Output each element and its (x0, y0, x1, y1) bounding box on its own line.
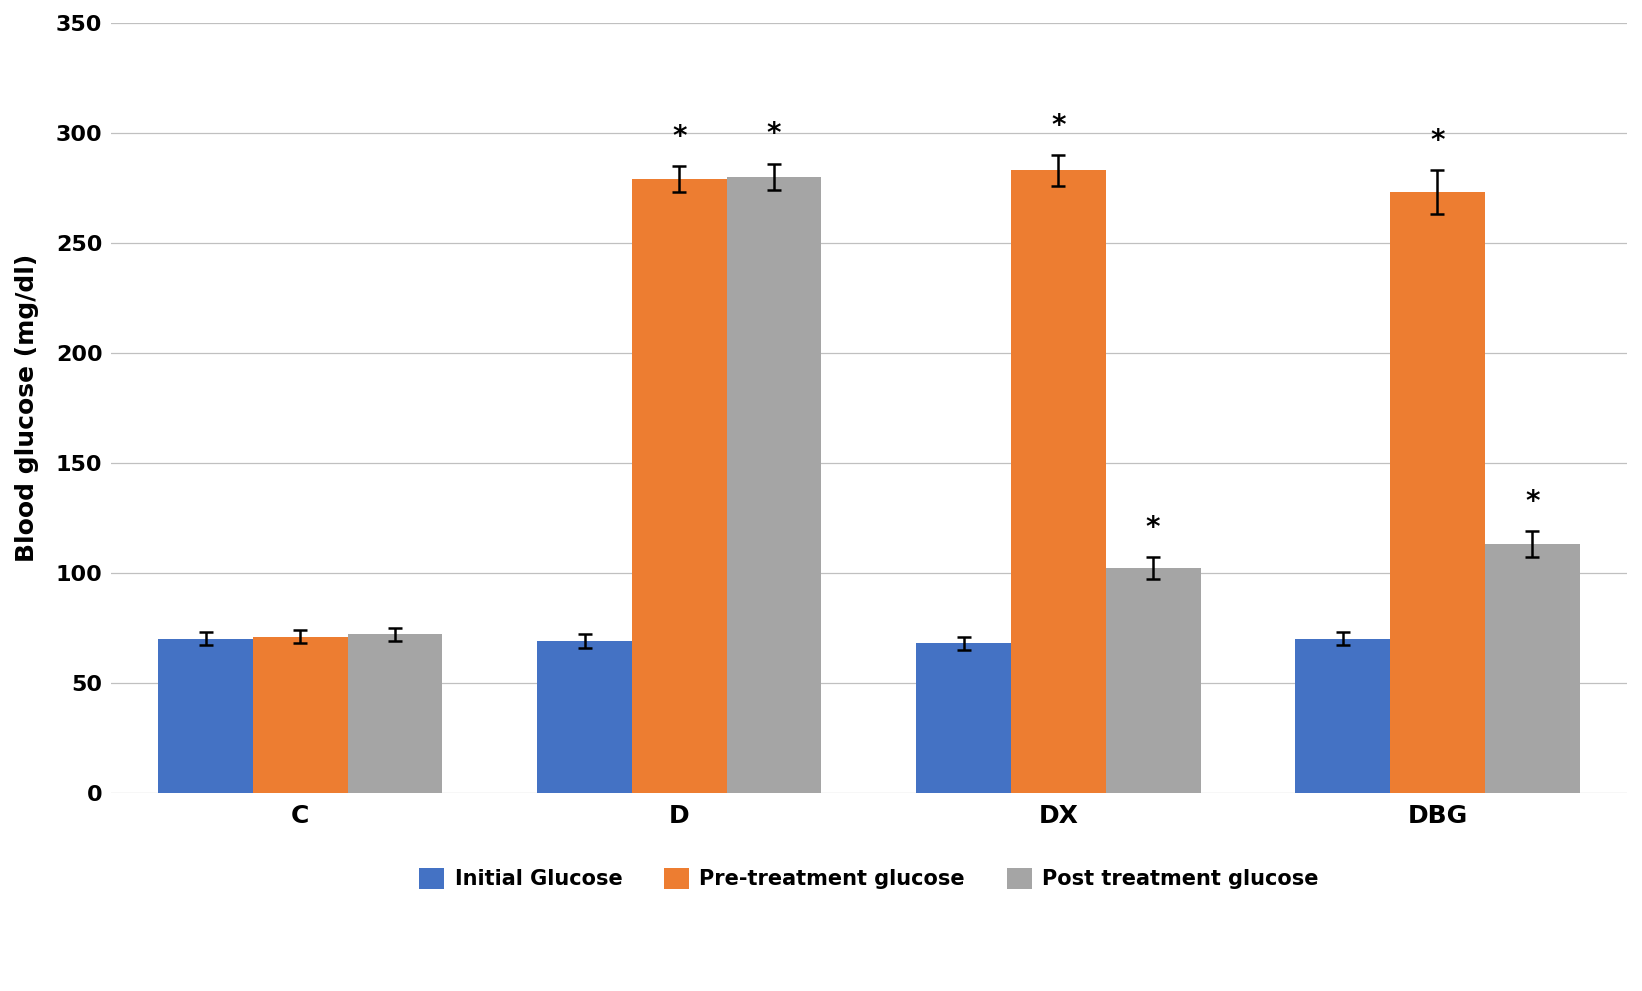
Bar (348, 634, 442, 793)
Bar (916, 643, 1011, 793)
Text: *: * (1525, 488, 1540, 515)
Bar (1105, 569, 1200, 793)
Bar (1484, 544, 1580, 793)
Bar (727, 177, 821, 793)
Bar (1296, 639, 1391, 793)
Text: *: * (1146, 514, 1161, 542)
Bar (632, 179, 727, 793)
Bar (1391, 192, 1484, 793)
Text: *: * (1051, 112, 1066, 140)
Bar (158, 639, 253, 793)
Bar (253, 636, 348, 793)
Bar (537, 641, 632, 793)
Text: *: * (672, 123, 686, 151)
Legend: Initial Glucose, Pre-treatment glucose, Post treatment glucose: Initial Glucose, Pre-treatment glucose, … (410, 859, 1327, 898)
Bar (1011, 170, 1105, 793)
Text: *: * (1430, 127, 1445, 155)
Y-axis label: Blood glucose (mg/dl): Blood glucose (mg/dl) (15, 254, 39, 562)
Text: *: * (767, 120, 782, 149)
